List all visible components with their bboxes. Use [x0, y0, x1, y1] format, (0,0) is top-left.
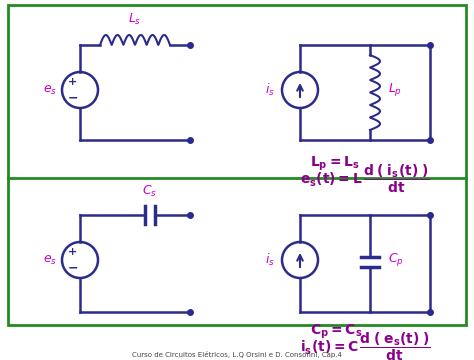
Text: $e_s$: $e_s$: [43, 253, 57, 266]
Text: +: +: [68, 77, 78, 87]
Text: $i_s$: $i_s$: [265, 252, 275, 268]
Text: $e_s$: $e_s$: [43, 84, 57, 96]
Text: $L_p$: $L_p$: [388, 81, 402, 99]
Text: $i_s$: $i_s$: [265, 82, 275, 98]
Text: $\mathbf{L_p = L_s}$: $\mathbf{L_p = L_s}$: [310, 155, 360, 173]
Text: Curso de Circuitos Elétricos, L.Q Orsini e D. Consonni, Cap.4: Curso de Circuitos Elétricos, L.Q Orsini…: [132, 351, 342, 358]
Text: −: −: [68, 261, 78, 274]
Text: $\mathbf{i_s(t) = C\,\dfrac{d\;(\;e_s(t)\;)}{dt}}$: $\mathbf{i_s(t) = C\,\dfrac{d\;(\;e_s(t)…: [300, 330, 431, 360]
Text: $L_s$: $L_s$: [128, 12, 142, 27]
Bar: [8, 5, 466, 325]
Text: $C_s$: $C_s$: [143, 184, 157, 199]
Text: +: +: [68, 247, 78, 257]
Text: $C_p$: $C_p$: [388, 252, 404, 269]
Text: $\mathbf{C_p = C_s}$: $\mathbf{C_p = C_s}$: [310, 323, 362, 341]
Text: $\mathbf{e_s(t) = L\,\dfrac{d\;(\;i_s(t)\;)}{dt}}$: $\mathbf{e_s(t) = L\,\dfrac{d\;(\;i_s(t)…: [300, 162, 429, 195]
Text: −: −: [68, 91, 78, 104]
